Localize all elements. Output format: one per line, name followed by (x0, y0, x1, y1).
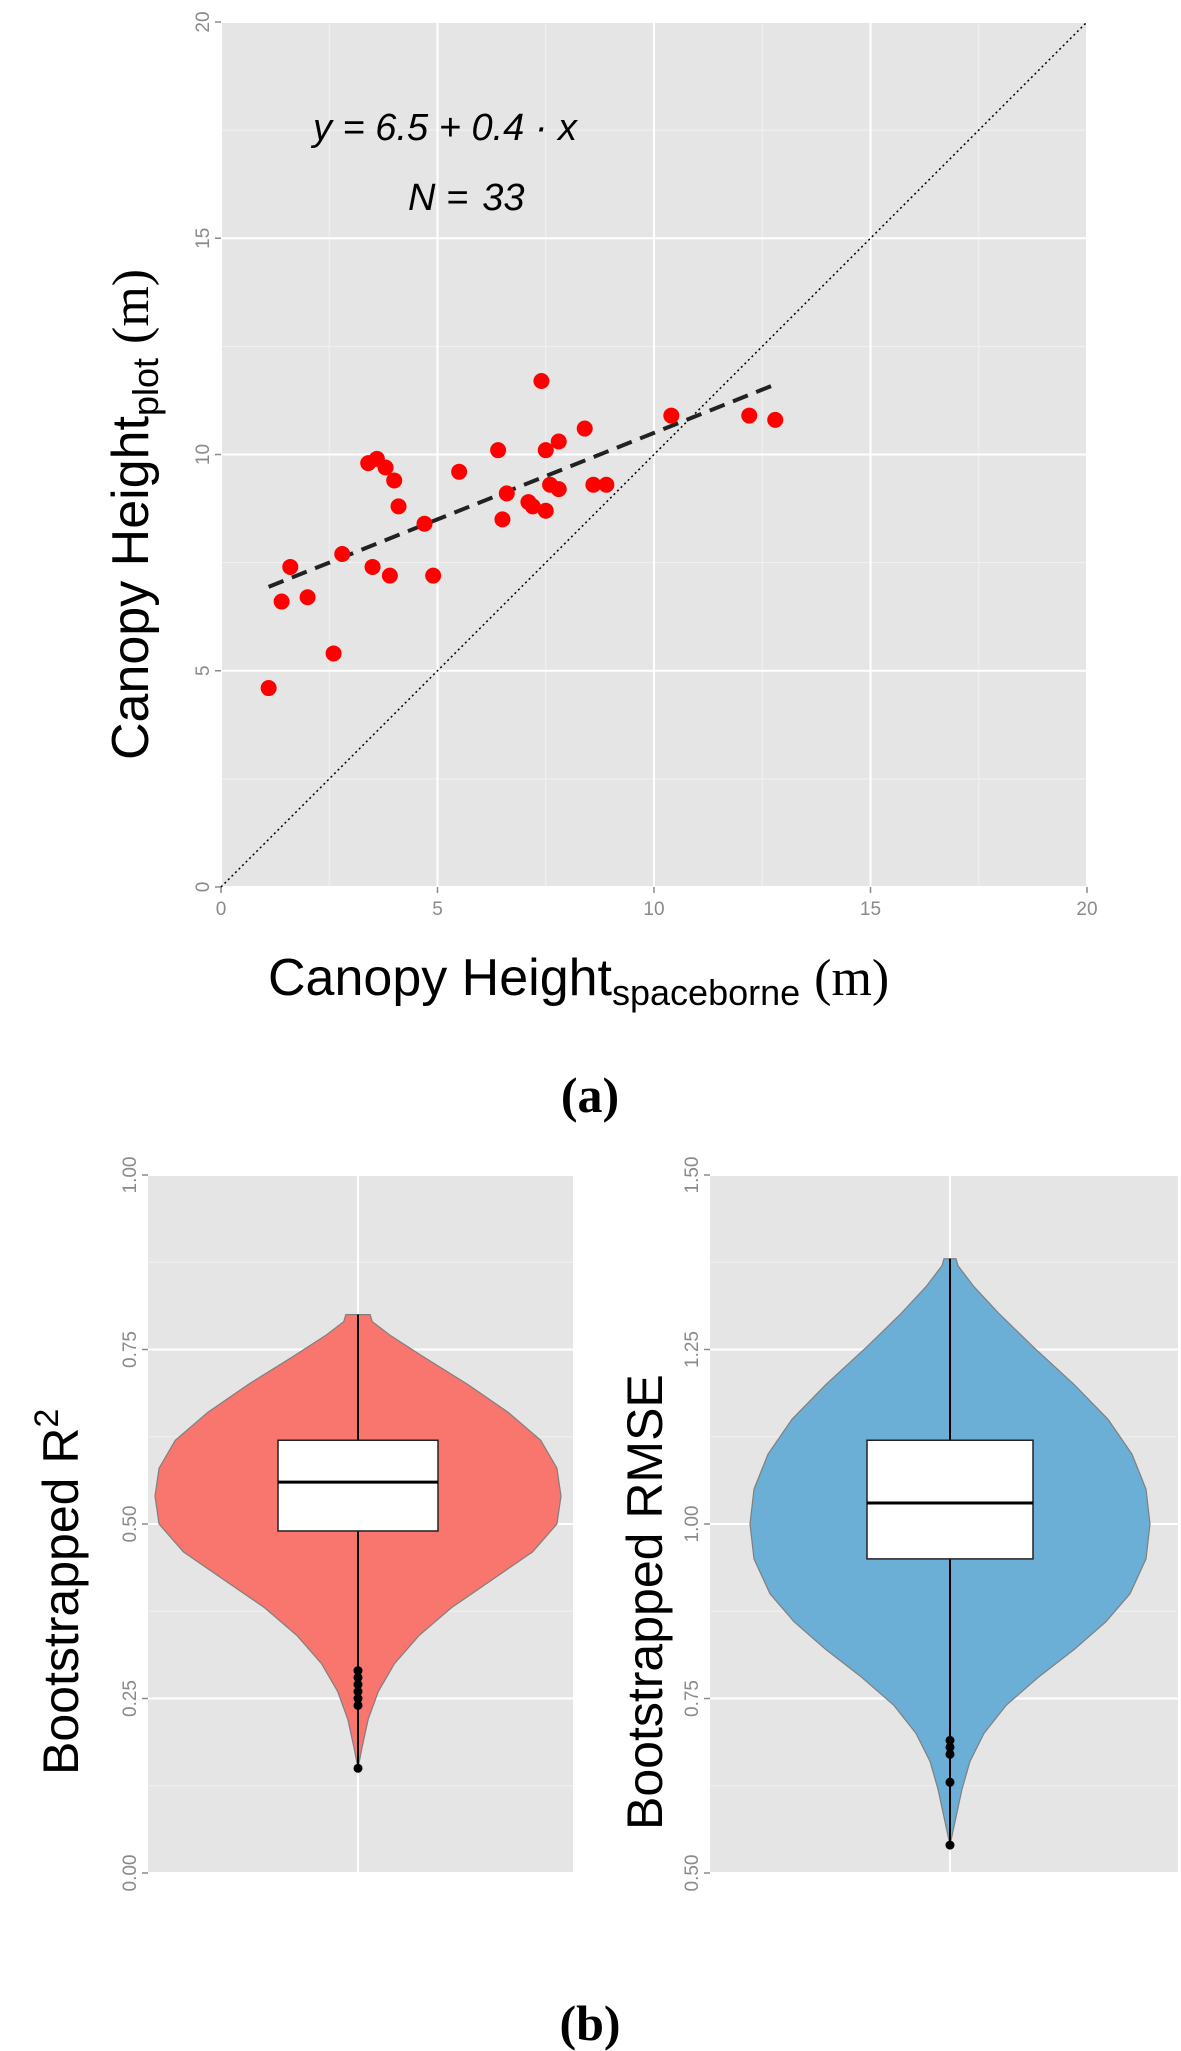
scatter-point (364, 558, 381, 575)
y-tick-label: 0 (193, 882, 214, 893)
sample-size-label: N = 33 (408, 177, 524, 219)
x-tick-label: 0 (216, 899, 227, 920)
y-tick-label: 5 (193, 665, 214, 676)
scatter-point (498, 485, 515, 502)
violin-tick-label: 1.00 (120, 1157, 141, 1194)
sample-size-prefix: N = (408, 177, 468, 219)
regression-equation: y = 6.5 + 0.4 · x (310, 107, 579, 149)
scatter-point (585, 476, 602, 493)
rmse-axis-title: Bootstrapped RMSE (617, 1374, 673, 1830)
x-tick-label: 15 (860, 899, 881, 920)
scatter-point (299, 589, 316, 606)
scatter-point (390, 498, 407, 515)
scatter-point (767, 411, 784, 428)
scatter-point (741, 407, 758, 424)
panel-label-a-letter: a (578, 1067, 603, 1123)
y-tick-label: 15 (193, 228, 214, 249)
scatter-points (260, 372, 784, 697)
violin-tick-label: 0.75 (120, 1331, 141, 1368)
panel-label-b-close: ) (604, 1995, 621, 2051)
y-tick-label: 10 (193, 444, 214, 465)
outlier-point (945, 1840, 955, 1850)
box-iqr (866, 1439, 1034, 1560)
y-axis-title-unit: (m) (103, 269, 160, 344)
scatter-point (494, 511, 511, 528)
scatter-point (386, 472, 403, 489)
scatter-point (524, 498, 541, 515)
scatter-ticks: 0 5 10 15 20 0 5 10 15 20 (193, 11, 1098, 920)
violin-tick-label: 0.25 (120, 1680, 141, 1717)
scatter-point (425, 567, 442, 584)
scatter-point (416, 515, 433, 532)
panel-label-b: (b) (559, 1995, 620, 2051)
y-axis-title-subscript: plot (125, 358, 166, 416)
scatter-point (334, 545, 351, 562)
outlier-point (353, 1700, 363, 1710)
violin-tick-label: 0.50 (120, 1506, 141, 1543)
violin-tick-label: 1.25 (682, 1331, 703, 1368)
violin-tick-label: 0.00 (120, 1855, 141, 1892)
rmse-violin-group: 0.50 0.75 1.00 1.25 1.50 (682, 1157, 1178, 1892)
x-tick-label: 10 (643, 899, 664, 920)
violin-tick-label: 1.00 (682, 1506, 703, 1543)
y-axis-title-main: Canopy Height (102, 415, 160, 760)
violin-tick-label: 0.75 (682, 1680, 703, 1717)
y-tick-label: 20 (193, 11, 214, 32)
rmse-violin-panel: 0.50 0.75 1.00 1.25 1.50 Bootstrapped RMSE (617, 1157, 1178, 1892)
x-tick-label: 5 (432, 899, 443, 920)
y-axis-title: Canopy Heightplot (m) (102, 269, 166, 760)
r2-axis-title-superscript: 2 (28, 1409, 66, 1428)
identity-line (220, 21, 1088, 888)
outlier-point (945, 1742, 955, 1752)
x-axis-title-subscript: spaceborne (612, 972, 800, 1013)
scatter-point (325, 645, 342, 662)
violin-tick-label: 1.50 (682, 1157, 703, 1194)
scatter-point (490, 442, 507, 459)
scatter-point (550, 433, 567, 450)
panel-label-a-close: ) (603, 1067, 620, 1123)
r2-axis-title: Bootstrapped R2 (28, 1409, 89, 1775)
r2-violin-group: 0.00 0.25 0.50 0.75 1.00 (120, 1157, 573, 1892)
outlier-point (945, 1749, 955, 1759)
violin-tick-label: 0.50 (682, 1855, 703, 1892)
outlier-point (353, 1673, 363, 1683)
outlier-point (353, 1694, 363, 1703)
panel-label-a: (a) (561, 1067, 619, 1123)
outlier-point (353, 1763, 363, 1773)
scatter-point (537, 442, 554, 459)
scatter-point (576, 420, 593, 437)
x-axis-title-main: Canopy Height (268, 949, 613, 1007)
scatter-panel: 0 5 10 15 20 0 5 10 15 20 y = 6.5 + 0.4 · x N = 33… (102, 11, 1098, 1013)
r2-violin-panel: 0.00 0.25 0.50 0.75 1.00 Bootstrapped R2 (28, 1157, 573, 1892)
scatter-point (381, 567, 398, 584)
panel-label-b-open: ( (559, 1995, 576, 2051)
scatter-point (377, 459, 394, 476)
outlier-point (353, 1680, 363, 1690)
scatter-point (598, 476, 615, 493)
panel-label-b-letter: b (576, 1995, 604, 2051)
outlier-point (945, 1777, 955, 1787)
outlier-point (353, 1666, 363, 1676)
scatter-point (663, 407, 680, 424)
panel-label-a-open: ( (561, 1067, 578, 1123)
r2-axis-title-main: Bootstrapped R (33, 1428, 89, 1775)
outlier-point (353, 1687, 363, 1697)
scatter-point (273, 593, 290, 610)
x-axis-title-unit: (m) (814, 950, 889, 1007)
sample-size-value: 33 (482, 177, 524, 219)
scatter-point (533, 372, 550, 389)
scatter-point (282, 558, 299, 575)
scatter-point (451, 463, 468, 480)
outlier-point (945, 1735, 955, 1745)
regression-line (267, 382, 776, 589)
scatter-point (260, 680, 277, 697)
scatter-point (550, 481, 567, 498)
box-iqr (277, 1439, 439, 1532)
x-axis-title: Canopy Heightspaceborne (m) (268, 949, 889, 1013)
x-tick-label: 20 (1076, 899, 1097, 920)
scatter-point (537, 502, 554, 519)
